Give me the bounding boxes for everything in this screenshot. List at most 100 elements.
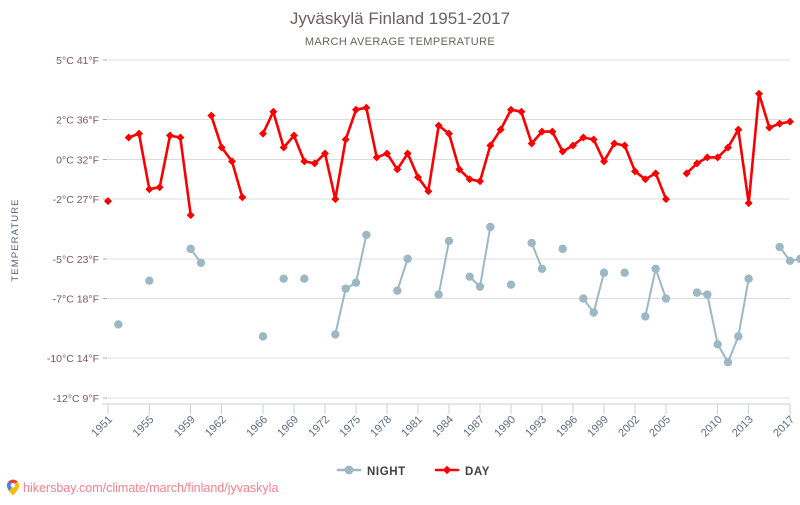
- series-line: [261, 106, 668, 201]
- data-point: [569, 141, 577, 150]
- data-point: [269, 107, 278, 116]
- data-point: [114, 320, 123, 329]
- data-point: [775, 119, 784, 128]
- data-point: [393, 286, 402, 295]
- data-point: [434, 290, 443, 299]
- data-point: [527, 139, 536, 148]
- series-day: [104, 89, 794, 220]
- data-point: [703, 290, 712, 299]
- data-point: [414, 173, 422, 182]
- x-axis-label: 1955: [131, 414, 157, 440]
- data-point: [104, 197, 112, 206]
- data-point: [775, 242, 784, 252]
- y-axis-label: -5°C 23°F: [53, 254, 99, 266]
- data-point: [486, 222, 495, 232]
- source-url-text: hikersbay.com/climate/march/finland/jyva…: [23, 480, 279, 495]
- data-point: [124, 133, 133, 142]
- series-line: [582, 271, 605, 314]
- data-point: [238, 193, 247, 202]
- series-line: [334, 234, 368, 336]
- data-point: [217, 143, 226, 152]
- x-axis-label: 1993: [523, 414, 549, 440]
- data-point: [403, 149, 412, 158]
- x-axis-label: 2017: [771, 414, 797, 440]
- data-point: [765, 123, 774, 132]
- data-point: [207, 111, 216, 120]
- data-point: [713, 153, 722, 162]
- y-axis-label: 0°C 32°F: [56, 154, 99, 166]
- y-axis-label: -10°C 14°F: [47, 353, 99, 365]
- data-point: [186, 211, 195, 220]
- data-point: [599, 268, 609, 277]
- data-point: [424, 187, 433, 196]
- x-axis-label: 1962: [203, 414, 229, 440]
- data-point: [507, 105, 515, 114]
- data-point: [537, 264, 547, 273]
- data-point: [196, 258, 206, 267]
- legend: NIGHT DAY: [336, 465, 490, 478]
- data-point: [662, 195, 670, 204]
- data-point: [610, 139, 619, 148]
- data-point: [641, 312, 650, 321]
- series-line: [644, 267, 667, 318]
- data-point: [166, 131, 174, 140]
- x-axis-label: 1990: [492, 414, 518, 440]
- data-point: [527, 238, 536, 248]
- x-axis-label: 1981: [399, 414, 425, 440]
- data-point: [465, 175, 474, 184]
- series-line: [396, 257, 409, 292]
- data-point: [279, 274, 288, 283]
- data-point: [661, 294, 671, 303]
- data-point: [362, 103, 371, 112]
- legend-marker: [344, 465, 354, 475]
- data-point: [393, 165, 402, 174]
- data-point: [620, 141, 629, 150]
- data-point: [455, 165, 464, 174]
- data-point: [434, 121, 443, 130]
- x-axis-label: 2005: [647, 414, 673, 440]
- data-point: [186, 244, 195, 254]
- data-point: [372, 153, 381, 162]
- legend-label[interactable]: DAY: [465, 466, 490, 478]
- data-point: [362, 230, 371, 240]
- x-axis-label: 1996: [554, 414, 580, 440]
- data-point: [682, 169, 691, 178]
- data-point: [744, 274, 753, 283]
- x-axis-label: 1984: [430, 414, 456, 440]
- source-link[interactable]: hikersbay.com/climate/march/finland/jyva…: [6, 479, 278, 496]
- data-point: [631, 167, 639, 176]
- x-axis-label: 1975: [337, 414, 363, 440]
- page-title: Jyväskylä Finland 1951-2017: [290, 9, 510, 28]
- x-axis-label: 1972: [306, 414, 332, 440]
- legend-label[interactable]: NIGHT: [367, 466, 406, 478]
- series-night: [114, 222, 800, 367]
- data-point: [703, 153, 712, 162]
- data-point: [258, 332, 268, 341]
- data-point: [506, 280, 516, 289]
- data-point: [486, 141, 495, 150]
- series-line: [437, 239, 450, 296]
- data-point: [279, 143, 288, 152]
- data-point: [259, 129, 267, 138]
- data-point: [475, 282, 485, 291]
- legend-marker: [442, 465, 452, 475]
- data-point: [331, 330, 340, 339]
- data-point: [383, 149, 391, 158]
- data-point: [692, 288, 702, 297]
- data-point: [341, 135, 350, 144]
- x-axis-label: 1969: [275, 414, 301, 440]
- series-line: [127, 132, 192, 217]
- data-point: [403, 254, 412, 264]
- data-point: [723, 358, 733, 367]
- data-point: [579, 294, 588, 303]
- data-point: [589, 135, 598, 144]
- data-point: [465, 272, 474, 281]
- data-point: [310, 159, 319, 168]
- data-point: [444, 236, 454, 246]
- data-point: [145, 185, 154, 194]
- data-point: [579, 133, 588, 142]
- data-point: [558, 244, 567, 254]
- x-axis-label: 2010: [699, 414, 725, 440]
